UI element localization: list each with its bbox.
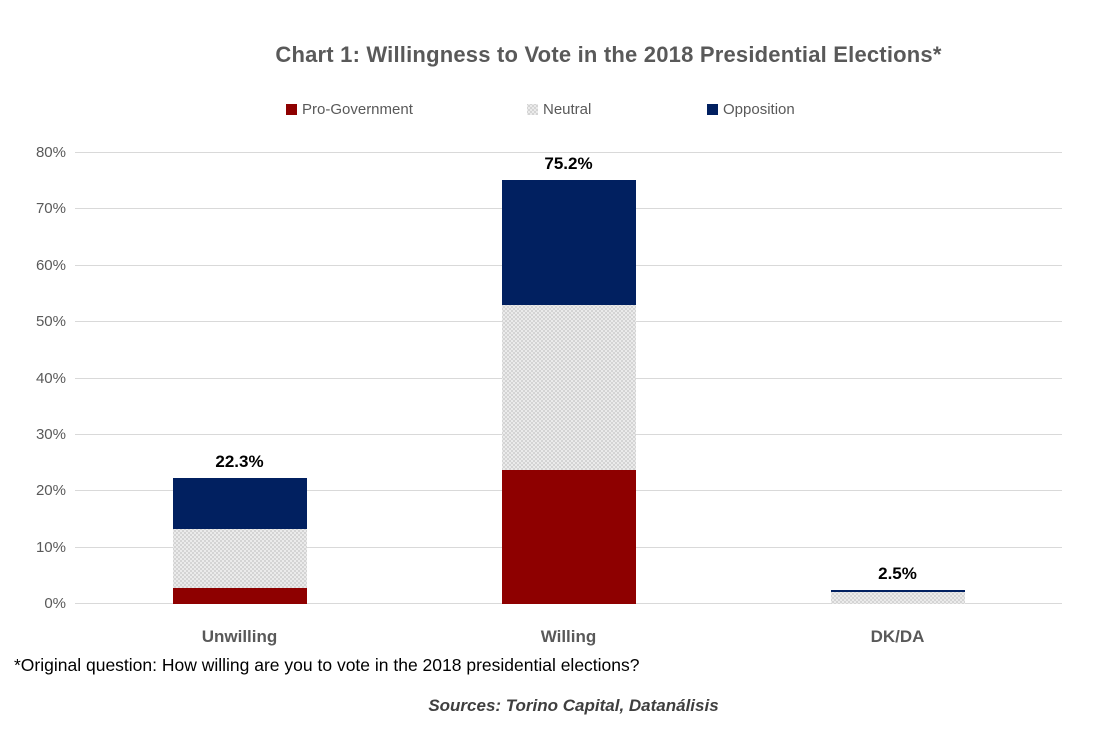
y-axis-tick-label: 70% [35,200,66,218]
bar-total-label: 2.5% [878,563,917,583]
bar-segment-opposition [501,180,636,305]
x-axis-category-label: Willing [540,627,597,646]
plot-area: 22.3% Unwilling 75.2% Willing 2.5% DK/DA [75,152,1062,646]
y-axis-tick-label: 30% [35,425,66,443]
legend-label-pro-government: Pro-Government [302,100,413,118]
legend-swatch-pro-government-icon [286,103,297,115]
y-axis-tick-label: 20% [35,482,66,500]
bar-total-label: 75.2% [544,154,593,174]
source-note: Sources: Torino Capital, Datanálisis [428,696,719,715]
legend-swatch-neutral-icon [527,103,538,115]
bar-group-willing: 75.2% Willing [501,153,636,646]
bar-segment-neutral [172,529,307,589]
legend-label-neutral: Neutral [543,100,592,118]
bar-segment-neutral [501,304,636,470]
x-axis-category-label: DK/DA [870,627,925,646]
y-axis-tick-label: 80% [35,144,66,161]
y-axis-tick-label: 50% [35,313,66,331]
x-axis-category-label: Unwilling [201,627,278,646]
bar-total-label: 22.3% [215,452,264,472]
legend-item-pro-government: Pro-Government [286,99,413,119]
legend-item-opposition: Opposition [707,99,795,119]
y-axis-tick-label: 40% [35,369,66,387]
footnote: *Original question: How willing are you … [14,655,640,675]
gridline [75,152,1062,153]
y-axis-tick-label: 0% [44,595,66,612]
bar-segment-pro-government [501,469,636,604]
chart-title: Chart 1: Willingness to Vote in the 2018… [275,42,942,67]
y-axis-tick-label: 10% [35,538,66,556]
legend-swatch-opposition-icon [707,103,718,115]
bar-segment-opposition [830,589,965,592]
legend-label-opposition: Opposition [723,100,795,118]
y-axis-tick-label: 60% [35,256,66,274]
bar-group-dk-da: 2.5% DK/DA [830,153,965,646]
bar-segment-opposition [172,478,307,530]
bar-group-unwilling: 22.3% Unwilling [172,153,307,646]
bar-segment-pro-government [172,588,307,604]
legend-item-neutral: Neutral [527,99,591,119]
bar-segment-neutral [830,591,965,604]
